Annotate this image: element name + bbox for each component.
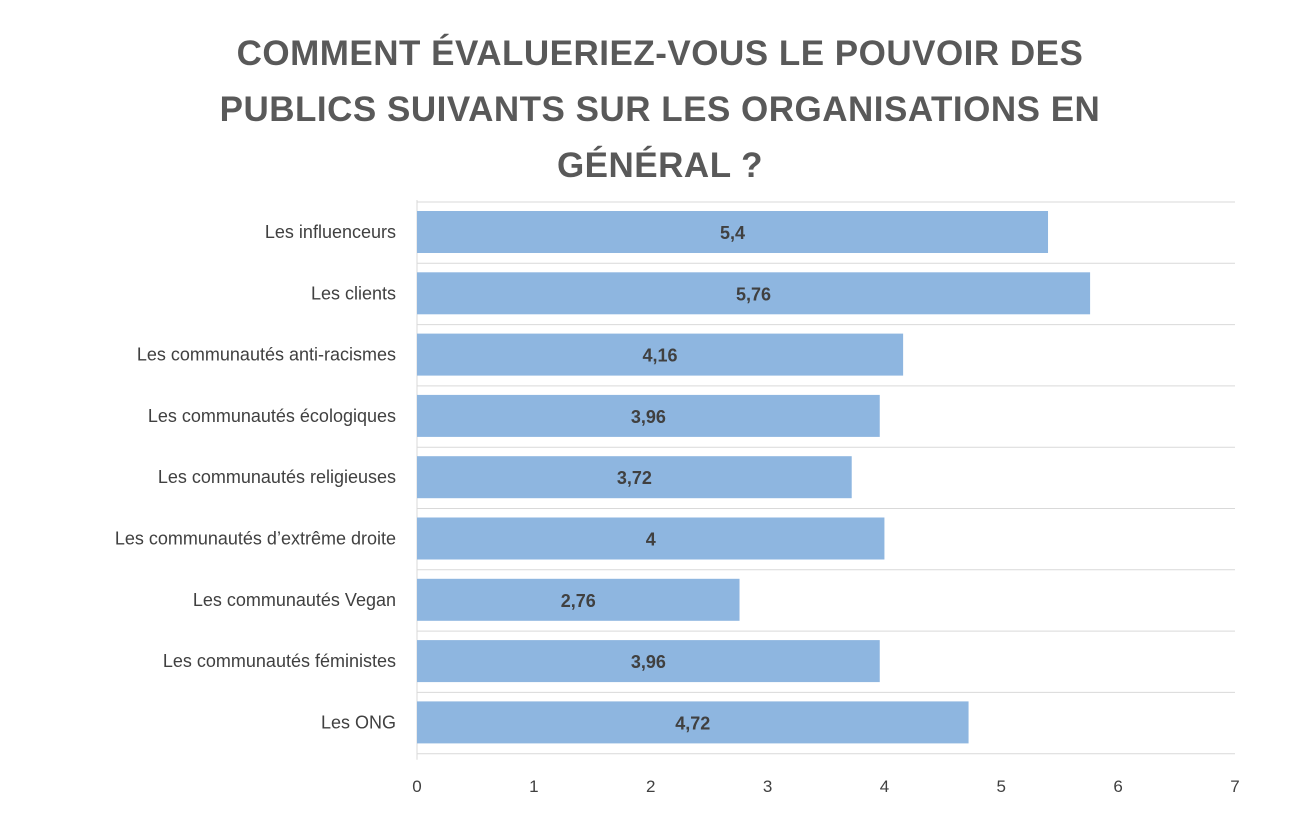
data-label: 5,4 xyxy=(720,223,745,243)
data-label: 4,72 xyxy=(675,713,710,733)
bar xyxy=(417,578,740,621)
category-label: Les communautés Vegan xyxy=(193,590,396,610)
data-labels: 5,4 5,76 4,16 3,96 3,72 4 2,76 3,96 4,72 xyxy=(561,223,771,733)
data-label: 2,76 xyxy=(561,591,596,611)
bar xyxy=(417,701,969,744)
bar xyxy=(417,456,852,499)
category-label: Les communautés d’extrême droite xyxy=(115,529,396,549)
bar xyxy=(417,394,880,437)
bar xyxy=(417,517,885,560)
bar xyxy=(417,272,1091,315)
category-label: Les clients xyxy=(311,283,396,303)
category-label: Les communautés féministes xyxy=(163,651,396,671)
bar-layer xyxy=(417,211,1091,744)
category-label: Les communautés écologiques xyxy=(148,406,396,426)
bar xyxy=(417,640,880,683)
data-label: 3,96 xyxy=(631,652,666,672)
x-tick-label: 1 xyxy=(529,777,538,796)
data-label: 4,16 xyxy=(643,346,678,366)
x-tick-label: 6 xyxy=(1113,777,1122,796)
bar xyxy=(417,211,1049,253)
bar xyxy=(417,333,904,376)
x-tick-label: 0 xyxy=(412,777,421,796)
category-label: Les communautés religieuses xyxy=(158,467,396,487)
x-tick-label: 4 xyxy=(880,777,889,796)
x-tick-label: 2 xyxy=(646,777,655,796)
grid-layer xyxy=(416,200,1235,760)
x-tick-label: 3 xyxy=(763,777,772,796)
x-tick-labels: 0 1 2 3 4 5 6 7 xyxy=(412,777,1239,796)
category-labels: Les influenceurs Les clients Les communaut… xyxy=(115,222,396,732)
data-label: 3,96 xyxy=(631,407,666,427)
category-label: Les communautés anti-racismes xyxy=(137,345,396,365)
category-label: Les ONG xyxy=(321,712,396,732)
x-tick-label: 7 xyxy=(1230,777,1239,796)
data-label: 3,72 xyxy=(617,468,652,488)
category-label: Les influenceurs xyxy=(265,222,396,242)
data-label: 5,76 xyxy=(736,284,771,304)
data-label: 4 xyxy=(646,530,656,550)
x-tick-label: 5 xyxy=(997,777,1006,796)
chart-title: COMMENT ÉVALUERIEZ-VOUS LE POUVOIR DES P… xyxy=(219,34,1101,185)
